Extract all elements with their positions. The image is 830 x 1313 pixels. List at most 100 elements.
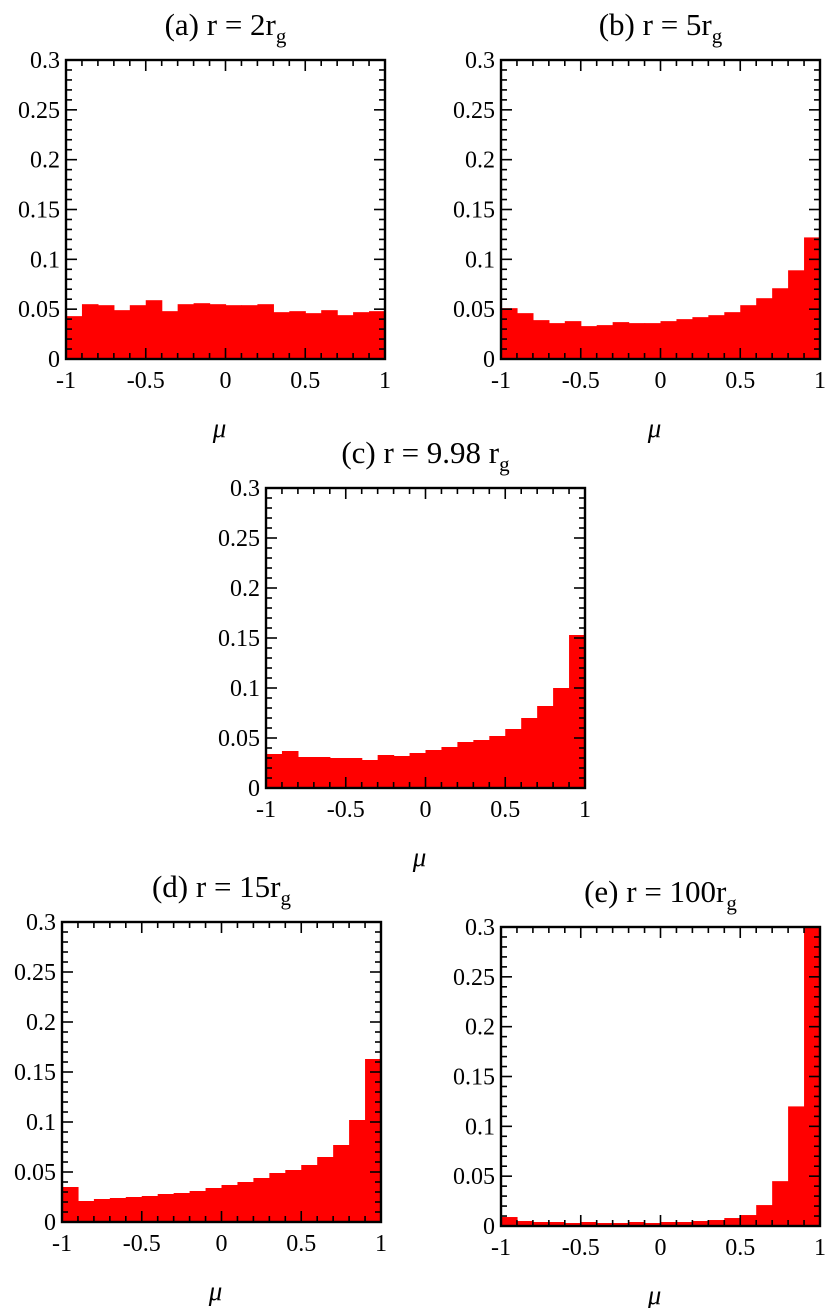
histogram-bar: [553, 688, 570, 788]
y-tick-label: 0.3: [30, 48, 60, 74]
y-tick-label: 0.05: [453, 1164, 495, 1190]
panel-d: 0 0.05 0.1 0.15 0.2 0.25 0.3 -1 -0.5 0 0.5 1 (d) r =…: [14, 869, 387, 1306]
histogram-bar: [628, 323, 646, 359]
histogram-bar: [313, 757, 331, 788]
y-tick-label: 0.2: [465, 1015, 495, 1041]
y-tick-label: 0.25: [14, 960, 56, 986]
histogram-bar: [676, 1222, 693, 1226]
x-axis-label: μ: [412, 842, 427, 872]
histogram-bar: [266, 754, 283, 788]
x-tick-label: -1: [491, 368, 511, 394]
histogram-bar: [724, 312, 741, 359]
histogram-bar: [660, 1222, 678, 1226]
histogram-bar: [644, 323, 662, 359]
histogram-bar: [77, 1201, 95, 1222]
x-tick-label: -1: [56, 368, 76, 394]
x-tick-label: -0.5: [327, 797, 365, 823]
y-tick-label: 0: [483, 347, 495, 373]
histogram-bar: [317, 1157, 334, 1222]
y-tick-label: 0.25: [453, 98, 495, 124]
y-tick-label: 0.2: [230, 576, 260, 602]
x-tick-label: 0.5: [725, 1235, 755, 1261]
y-tick-label: 0.15: [453, 1065, 495, 1091]
x-tick-label: -1: [491, 1235, 511, 1261]
histogram-bar: [62, 1187, 79, 1222]
histogram-bar: [297, 757, 315, 788]
histogram-bar: [521, 718, 538, 788]
y-tick-label: 0.05: [18, 297, 60, 323]
histogram-bar: [329, 758, 347, 788]
histogram-bar: [81, 304, 99, 359]
histogram-bar: [756, 1205, 773, 1226]
y-tick-label: 0.05: [453, 297, 495, 323]
histogram-bar: [97, 305, 115, 359]
histogram-bar: [269, 1173, 286, 1222]
histogram-bar: [113, 310, 131, 359]
y-tick-label: 0.25: [218, 526, 260, 552]
histogram-bar: [501, 308, 518, 359]
histogram-bar: [349, 1120, 366, 1222]
histogram-bar: [253, 1178, 270, 1222]
histogram-bar: [489, 736, 506, 788]
histogram-bar: [676, 319, 693, 359]
x-tick-label: 0: [420, 797, 432, 823]
panel-title-subscript: g: [276, 24, 287, 48]
histogram-bar: [361, 760, 379, 788]
y-tick-label: 0: [483, 1214, 495, 1240]
y-tick-label: 0.15: [14, 1060, 56, 1086]
y-tick-label: 0.3: [465, 48, 495, 74]
panel-title-text: (a) r = 2r: [165, 7, 277, 42]
panel-title-subscript: g: [712, 24, 723, 48]
y-tick-label: 0: [48, 347, 60, 373]
panel-a: 0 0.05 0.1 0.15 0.2 0.25 0.3 -1 -0.5 0 0.5 1 (a) r =…: [18, 7, 391, 443]
histogram-bar: [257, 304, 274, 359]
histogram-bar: [740, 1215, 757, 1226]
histogram-bar: [537, 706, 554, 788]
histogram-bar: [365, 1059, 382, 1222]
x-tick-label: 0: [655, 368, 667, 394]
histogram-bar: [109, 1198, 127, 1222]
histogram-bar: [692, 317, 709, 359]
x-tick-label: 0.5: [290, 368, 320, 394]
histogram-bar: [724, 1218, 741, 1226]
y-tick-label: 0.1: [230, 676, 260, 702]
y-tick-label: 0.2: [30, 148, 60, 174]
histogram-bar: [569, 635, 586, 788]
y-tick-label: 0.15: [453, 198, 495, 224]
histogram-bar: [612, 1223, 630, 1226]
x-tick-label: -0.5: [562, 368, 600, 394]
histogram-bar: [129, 305, 147, 359]
y-tick-label: 0.2: [26, 1010, 56, 1036]
histogram-bar: [740, 305, 757, 359]
y-tick-label: 0: [248, 776, 260, 802]
histogram-bar: [516, 1221, 534, 1226]
x-tick-label: 0.5: [725, 368, 755, 394]
y-tick-label: 0.15: [218, 626, 260, 652]
histogram-bar: [473, 740, 490, 788]
histogram-bar: [289, 311, 306, 359]
panel-title-text: (d) r = 15r: [152, 869, 281, 904]
histogram-bar: [548, 1222, 566, 1226]
y-tick-label: 0.25: [453, 965, 495, 991]
histogram-bar: [596, 1223, 614, 1226]
histogram-bar: [193, 303, 211, 359]
histogram-bar: [173, 1193, 191, 1222]
histogram-bar: [321, 310, 338, 359]
histogram-bar: [125, 1197, 143, 1222]
x-tick-label: -1: [52, 1231, 72, 1257]
histogram-bar: [772, 1181, 789, 1226]
histogram-bar: [804, 237, 821, 359]
histogram-bar: [345, 758, 363, 788]
x-axis-label: μ: [208, 1276, 223, 1306]
histogram-bar: [281, 751, 299, 788]
histogram-bar: [564, 1223, 582, 1226]
histogram-bar: [548, 323, 566, 359]
histogram-bar: [532, 1222, 550, 1226]
panel-title: (d) r = 15rg: [152, 869, 292, 910]
histogram-bar: [644, 1223, 662, 1226]
histogram-bar: [596, 325, 614, 359]
y-tick-label: 0.15: [18, 198, 60, 224]
y-tick-label: 0.1: [30, 247, 60, 273]
x-tick-label: -0.5: [127, 368, 165, 394]
